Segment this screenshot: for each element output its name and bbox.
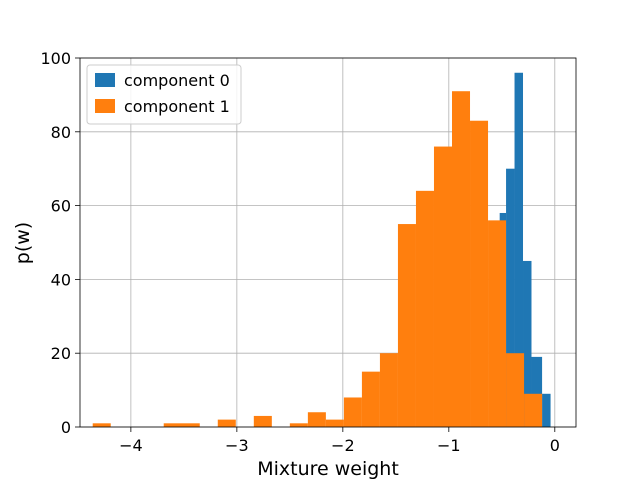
- histogram-bar: [415, 190, 434, 427]
- histogram-bar: [514, 72, 524, 427]
- histogram-bar: [542, 393, 551, 427]
- histogram-bar: [397, 224, 416, 427]
- y-axis-label: p(w): [12, 222, 34, 264]
- y-tick-label: 0: [61, 418, 71, 437]
- histogram-bar: [531, 356, 543, 427]
- legend-label-component-0: component 0: [124, 71, 230, 90]
- histogram-bar: [452, 91, 471, 428]
- legend: component 0 component 1: [86, 64, 242, 125]
- x-tick-label: −1: [437, 436, 461, 455]
- y-tick-label: 60: [51, 197, 71, 216]
- histogram-bar: [433, 146, 452, 427]
- legend-swatch-component-1: [95, 99, 115, 113]
- x-axis-label: Mixture weight: [257, 458, 399, 480]
- histogram-bar: [488, 220, 507, 427]
- x-tick-label: −2: [331, 436, 355, 455]
- histogram-bar: [217, 419, 236, 427]
- histogram-bar: [524, 393, 543, 427]
- series-component-1: [92, 91, 543, 428]
- histogram-bar: [325, 419, 344, 427]
- axis-ticks: −4 −3 −2 −1 0 0 20 40 60 80 100: [40, 49, 559, 455]
- x-tick-label: 0: [550, 436, 560, 455]
- histogram-bar: [289, 423, 308, 427]
- histogram-bar: [506, 168, 515, 427]
- legend-box: [86, 64, 242, 125]
- y-tick-label: 80: [51, 123, 71, 142]
- histogram-bar: [307, 412, 326, 427]
- histogram-bar: [163, 423, 200, 427]
- histogram-bar: [361, 371, 380, 427]
- histogram-bar: [470, 120, 489, 427]
- legend-swatch-component-0: [95, 73, 115, 87]
- histogram-bar: [523, 260, 532, 427]
- histogram-bar: [379, 353, 398, 427]
- x-tick-label: −4: [119, 436, 143, 455]
- y-tick-label: 20: [51, 344, 71, 363]
- x-tick-label: −3: [225, 436, 249, 455]
- y-tick-label: 100: [40, 49, 71, 68]
- histogram-bar: [343, 397, 362, 427]
- histogram-bars: [92, 72, 551, 428]
- legend-label-component-1: component 1: [124, 97, 230, 116]
- plot-frame: [79, 57, 577, 428]
- histogram-bar: [253, 415, 272, 427]
- histogram-bar: [506, 353, 525, 427]
- y-tick-label: 40: [51, 270, 71, 289]
- histogram-bar: [92, 423, 111, 427]
